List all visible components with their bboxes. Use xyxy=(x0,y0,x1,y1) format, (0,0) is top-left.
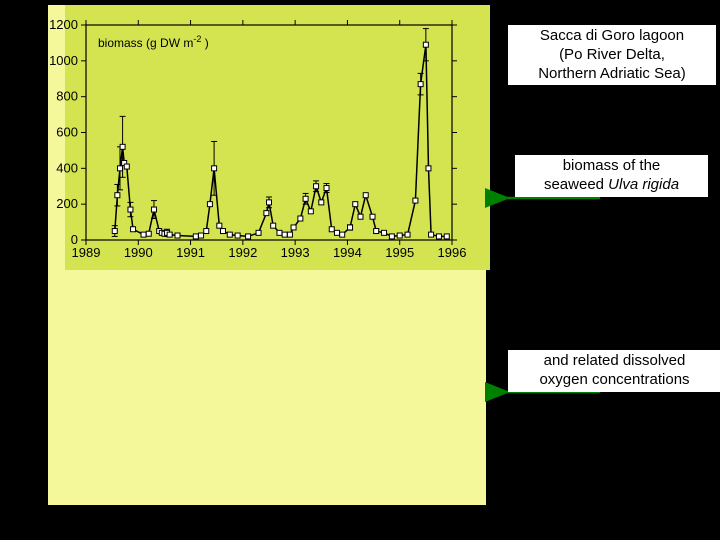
data-marker xyxy=(282,232,287,237)
data-marker xyxy=(429,232,434,237)
data-marker xyxy=(115,193,120,198)
data-marker xyxy=(405,232,410,237)
data-marker xyxy=(151,207,156,212)
data-marker xyxy=(303,196,308,201)
x-tick-label: 1994 xyxy=(333,245,362,260)
data-marker xyxy=(340,232,345,237)
data-marker xyxy=(193,234,198,239)
caption-biomass-line2-italic: Ulva rigida xyxy=(608,176,679,193)
data-marker xyxy=(220,229,225,234)
data-marker xyxy=(314,184,319,189)
data-marker xyxy=(120,144,125,149)
data-marker xyxy=(436,234,441,239)
caption-biomass-line2-prefix: seaweed xyxy=(544,176,608,193)
data-marker xyxy=(418,82,423,87)
data-marker xyxy=(413,198,418,203)
data-marker xyxy=(277,230,282,235)
data-marker xyxy=(423,42,428,47)
data-marker xyxy=(264,211,269,216)
x-tick-label: 1995 xyxy=(385,245,414,260)
data-marker xyxy=(426,166,431,171)
data-marker xyxy=(319,200,324,205)
data-marker xyxy=(246,234,251,239)
data-marker xyxy=(353,202,358,207)
data-marker xyxy=(363,193,368,198)
data-marker xyxy=(235,233,240,238)
caption-biomass: biomass of the seaweed Ulva rigida xyxy=(515,155,708,197)
data-marker xyxy=(146,231,151,236)
data-marker xyxy=(287,232,292,237)
caption-oxygen-line2: oxygen concentrations xyxy=(539,371,689,388)
x-tick-label: 1989 xyxy=(72,245,101,260)
data-marker xyxy=(267,200,272,205)
y-tick-label: 800 xyxy=(56,89,78,104)
data-marker xyxy=(141,232,146,237)
data-marker xyxy=(128,207,133,212)
data-marker xyxy=(207,202,212,207)
x-tick-label: 1996 xyxy=(438,245,467,260)
y-tick-label: 1000 xyxy=(49,53,78,68)
data-marker xyxy=(175,233,180,238)
caption-location-line2: (Po River Delta, xyxy=(559,46,665,63)
data-marker xyxy=(256,230,261,235)
x-tick-label: 1992 xyxy=(228,245,257,260)
x-tick-label: 1991 xyxy=(176,245,205,260)
data-marker xyxy=(397,233,402,238)
caption-oxygen-line1: and related dissolved xyxy=(544,352,686,369)
data-marker xyxy=(117,166,122,171)
x-tick-label: 1990 xyxy=(124,245,153,260)
data-marker xyxy=(389,234,394,239)
x-tick-label: 1993 xyxy=(281,245,310,260)
data-marker xyxy=(382,230,387,235)
data-marker xyxy=(204,229,209,234)
data-marker xyxy=(271,223,276,228)
data-marker xyxy=(324,186,329,191)
caption-biomass-line1: biomass of the xyxy=(563,157,661,174)
caption-location: Sacca di Goro lagoon (Po River Delta, No… xyxy=(508,25,716,85)
caption-location-line3: Northern Adriatic Sea) xyxy=(538,65,686,82)
y-tick-label: 600 xyxy=(56,125,78,140)
data-marker xyxy=(124,164,129,169)
data-marker xyxy=(227,232,232,237)
data-marker xyxy=(112,229,117,234)
data-marker xyxy=(217,223,222,228)
y-axis-label: biomass (g DW m-2 ) xyxy=(98,34,209,50)
data-marker xyxy=(348,225,353,230)
data-marker xyxy=(444,234,449,239)
caption-location-line1: Sacca di Goro lagoon xyxy=(540,27,684,44)
data-marker xyxy=(374,229,379,234)
data-marker xyxy=(131,227,136,232)
data-marker xyxy=(334,230,339,235)
data-marker xyxy=(370,214,375,219)
y-tick-label: 200 xyxy=(56,196,78,211)
data-marker xyxy=(199,233,204,238)
data-marker xyxy=(308,209,313,214)
data-marker xyxy=(358,214,363,219)
y-tick-label: 1200 xyxy=(49,17,78,32)
data-marker xyxy=(298,216,303,221)
y-tick-label: 400 xyxy=(56,160,78,175)
data-marker xyxy=(212,166,217,171)
caption-oxygen: and related dissolved oxygen concentrati… xyxy=(508,350,720,392)
data-marker xyxy=(291,225,296,230)
data-marker xyxy=(329,227,334,232)
data-marker xyxy=(167,232,172,237)
